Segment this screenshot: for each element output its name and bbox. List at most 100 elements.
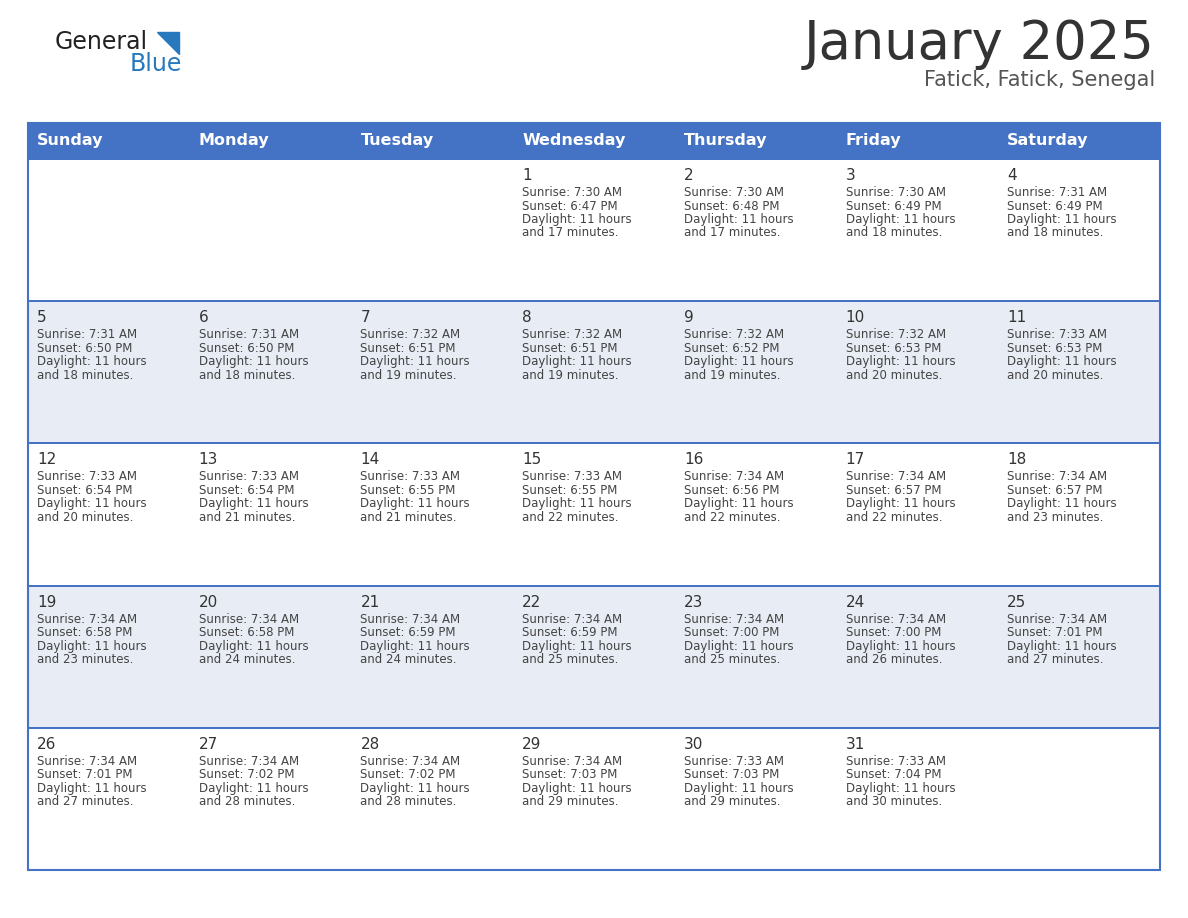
Text: Sunrise: 7:34 AM: Sunrise: 7:34 AM xyxy=(360,755,461,767)
Bar xyxy=(190,586,352,728)
Text: Sunset: 6:53 PM: Sunset: 6:53 PM xyxy=(846,341,941,354)
Text: and 17 minutes.: and 17 minutes. xyxy=(523,227,619,240)
Text: and 20 minutes.: and 20 minutes. xyxy=(846,369,942,382)
Text: Sunrise: 7:34 AM: Sunrise: 7:34 AM xyxy=(684,612,784,625)
Bar xyxy=(836,159,998,301)
Text: and 22 minutes.: and 22 minutes. xyxy=(846,511,942,524)
Bar xyxy=(29,301,190,443)
Text: Sunset: 6:55 PM: Sunset: 6:55 PM xyxy=(523,484,618,497)
Text: Daylight: 11 hours: Daylight: 11 hours xyxy=(1007,213,1117,226)
Text: 22: 22 xyxy=(523,595,542,610)
Text: Sunset: 6:49 PM: Sunset: 6:49 PM xyxy=(846,199,941,212)
Bar xyxy=(190,443,352,586)
Text: Daylight: 11 hours: Daylight: 11 hours xyxy=(360,782,470,795)
Text: Sunset: 6:50 PM: Sunset: 6:50 PM xyxy=(37,341,132,354)
Text: and 30 minutes.: and 30 minutes. xyxy=(846,795,942,809)
Text: Daylight: 11 hours: Daylight: 11 hours xyxy=(37,498,146,510)
Bar xyxy=(29,443,190,586)
Bar xyxy=(675,123,836,159)
Text: Sunset: 7:03 PM: Sunset: 7:03 PM xyxy=(684,768,779,781)
Bar xyxy=(675,159,836,301)
Text: Sunset: 6:51 PM: Sunset: 6:51 PM xyxy=(360,341,456,354)
Text: and 22 minutes.: and 22 minutes. xyxy=(523,511,619,524)
Text: 5: 5 xyxy=(37,310,46,325)
Text: Daylight: 11 hours: Daylight: 11 hours xyxy=(684,640,794,653)
Text: Sunrise: 7:34 AM: Sunrise: 7:34 AM xyxy=(846,612,946,625)
Text: and 25 minutes.: and 25 minutes. xyxy=(684,653,781,666)
Bar xyxy=(998,586,1159,728)
Text: and 18 minutes.: and 18 minutes. xyxy=(846,227,942,240)
Text: Sunrise: 7:34 AM: Sunrise: 7:34 AM xyxy=(198,612,299,625)
Text: Wednesday: Wednesday xyxy=(523,133,626,149)
Text: Fatick, Fatick, Senegal: Fatick, Fatick, Senegal xyxy=(924,70,1155,90)
Bar xyxy=(836,123,998,159)
Text: Sunset: 7:00 PM: Sunset: 7:00 PM xyxy=(846,626,941,639)
Text: Daylight: 11 hours: Daylight: 11 hours xyxy=(846,640,955,653)
Text: and 18 minutes.: and 18 minutes. xyxy=(37,369,133,382)
Text: Sunrise: 7:31 AM: Sunrise: 7:31 AM xyxy=(198,329,299,341)
Text: Sunset: 6:55 PM: Sunset: 6:55 PM xyxy=(360,484,456,497)
Bar xyxy=(998,123,1159,159)
Bar xyxy=(998,728,1159,870)
Text: Monday: Monday xyxy=(198,133,270,149)
Text: 29: 29 xyxy=(523,737,542,752)
Text: 8: 8 xyxy=(523,310,532,325)
Text: Sunday: Sunday xyxy=(37,133,103,149)
Bar xyxy=(513,301,675,443)
Text: Daylight: 11 hours: Daylight: 11 hours xyxy=(198,355,309,368)
Text: Sunrise: 7:34 AM: Sunrise: 7:34 AM xyxy=(198,755,299,767)
Text: Sunset: 6:47 PM: Sunset: 6:47 PM xyxy=(523,199,618,212)
Text: Sunset: 6:52 PM: Sunset: 6:52 PM xyxy=(684,341,779,354)
Bar xyxy=(513,443,675,586)
Text: 23: 23 xyxy=(684,595,703,610)
Bar xyxy=(29,159,190,301)
Text: Daylight: 11 hours: Daylight: 11 hours xyxy=(198,782,309,795)
Text: Thursday: Thursday xyxy=(684,133,767,149)
Text: Sunset: 6:59 PM: Sunset: 6:59 PM xyxy=(523,626,618,639)
Text: Daylight: 11 hours: Daylight: 11 hours xyxy=(523,213,632,226)
Text: Sunset: 6:54 PM: Sunset: 6:54 PM xyxy=(37,484,133,497)
Polygon shape xyxy=(157,32,179,54)
Text: 28: 28 xyxy=(360,737,380,752)
Bar xyxy=(836,443,998,586)
Bar xyxy=(836,586,998,728)
Bar xyxy=(836,728,998,870)
Text: Sunset: 7:01 PM: Sunset: 7:01 PM xyxy=(1007,626,1102,639)
Text: and 20 minutes.: and 20 minutes. xyxy=(1007,369,1104,382)
Bar xyxy=(513,123,675,159)
Text: Daylight: 11 hours: Daylight: 11 hours xyxy=(198,640,309,653)
Text: Sunrise: 7:34 AM: Sunrise: 7:34 AM xyxy=(37,755,137,767)
Text: Daylight: 11 hours: Daylight: 11 hours xyxy=(684,498,794,510)
Text: 24: 24 xyxy=(846,595,865,610)
Text: Sunrise: 7:34 AM: Sunrise: 7:34 AM xyxy=(846,470,946,484)
Text: Sunrise: 7:34 AM: Sunrise: 7:34 AM xyxy=(1007,612,1107,625)
Text: Sunrise: 7:33 AM: Sunrise: 7:33 AM xyxy=(37,470,137,484)
Bar xyxy=(352,728,513,870)
Text: 10: 10 xyxy=(846,310,865,325)
Bar xyxy=(352,301,513,443)
Text: Sunset: 6:50 PM: Sunset: 6:50 PM xyxy=(198,341,295,354)
Bar xyxy=(513,728,675,870)
Text: Sunset: 7:01 PM: Sunset: 7:01 PM xyxy=(37,768,133,781)
Bar xyxy=(190,123,352,159)
Text: and 21 minutes.: and 21 minutes. xyxy=(198,511,295,524)
Text: Sunrise: 7:32 AM: Sunrise: 7:32 AM xyxy=(684,329,784,341)
Text: Sunset: 6:54 PM: Sunset: 6:54 PM xyxy=(198,484,295,497)
Text: 12: 12 xyxy=(37,453,56,467)
Text: 6: 6 xyxy=(198,310,208,325)
Text: 1: 1 xyxy=(523,168,532,183)
Text: Daylight: 11 hours: Daylight: 11 hours xyxy=(1007,355,1117,368)
Text: Daylight: 11 hours: Daylight: 11 hours xyxy=(523,640,632,653)
Text: Daylight: 11 hours: Daylight: 11 hours xyxy=(523,498,632,510)
Text: 4: 4 xyxy=(1007,168,1017,183)
Text: and 29 minutes.: and 29 minutes. xyxy=(684,795,781,809)
Text: Sunset: 6:58 PM: Sunset: 6:58 PM xyxy=(37,626,132,639)
Text: 21: 21 xyxy=(360,595,380,610)
Text: Daylight: 11 hours: Daylight: 11 hours xyxy=(846,498,955,510)
Text: 25: 25 xyxy=(1007,595,1026,610)
Text: General: General xyxy=(55,30,148,54)
Text: Sunset: 7:02 PM: Sunset: 7:02 PM xyxy=(360,768,456,781)
Bar xyxy=(998,301,1159,443)
Bar xyxy=(675,728,836,870)
Text: and 23 minutes.: and 23 minutes. xyxy=(37,653,133,666)
